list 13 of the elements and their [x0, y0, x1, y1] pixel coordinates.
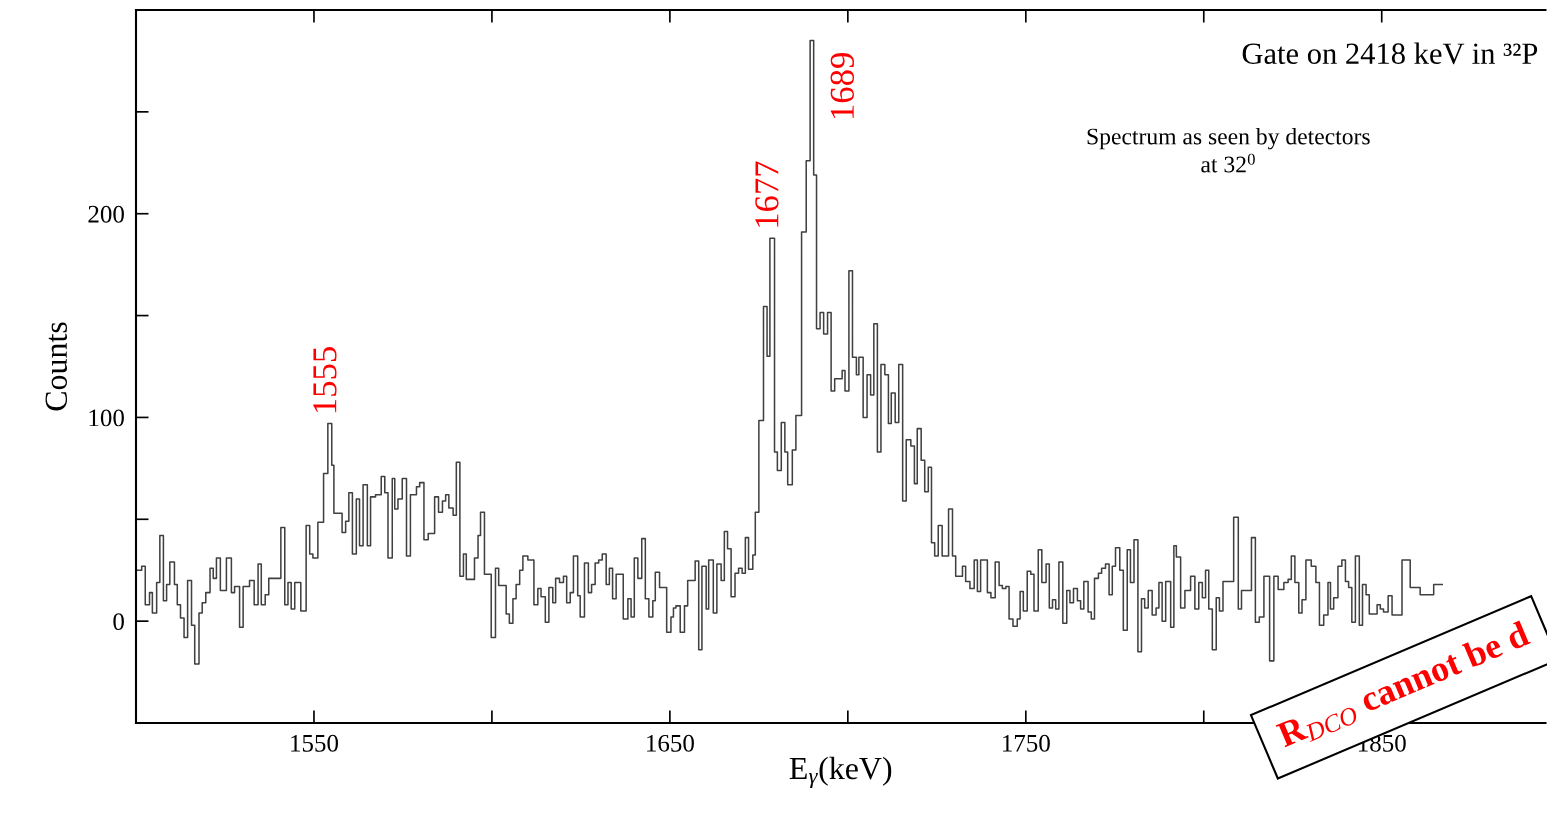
y-tick-label: 100	[89, 409, 124, 427]
x-tick-label: 1550	[291, 734, 339, 752]
y-axis-title: Counts	[45, 322, 68, 411]
y-tick-label: 0	[113, 613, 124, 631]
annotation: 1677	[755, 161, 779, 227]
annotation: 1689	[830, 53, 854, 119]
x-tick-label: 1750	[1003, 734, 1050, 752]
y-tick-label: 200	[88, 205, 124, 223]
x-tick-label: 1650	[647, 734, 694, 752]
text: Gate on 2418 keV in ³²P	[1242, 42, 1538, 65]
text: Spectrum as seen by detectors at 32$^{0}$	[1087, 127, 1370, 173]
x-axis-title: E$_{γ}$(keV)	[789, 756, 892, 789]
annotation: 1555	[313, 347, 337, 413]
